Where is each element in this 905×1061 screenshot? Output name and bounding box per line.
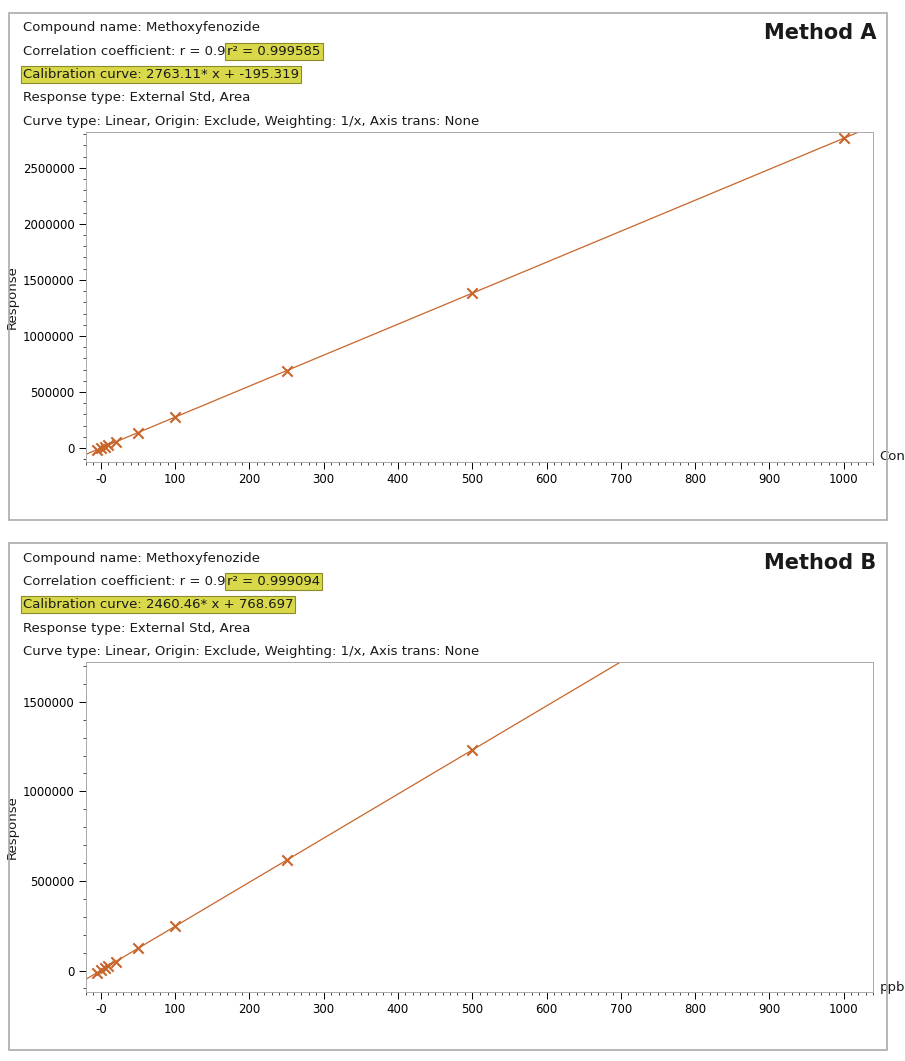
Text: Method A: Method A	[764, 23, 876, 42]
Point	[836, 129, 851, 146]
Point	[90, 964, 104, 981]
Point	[130, 940, 145, 957]
Text: Curve type: Linear, Origin: Exclude, Weighting: 1/x, Axis trans: None: Curve type: Linear, Origin: Exclude, Wei…	[23, 115, 479, 127]
Point	[167, 408, 182, 425]
Point	[98, 438, 112, 455]
Text: Compound name: Methoxyfenozide: Compound name: Methoxyfenozide	[23, 552, 260, 564]
Text: Method B: Method B	[764, 554, 876, 573]
Point	[465, 742, 480, 759]
Point	[167, 918, 182, 935]
Point	[109, 953, 123, 970]
Point	[280, 852, 294, 869]
Point	[130, 424, 145, 441]
Text: ppb: ppb	[880, 980, 905, 993]
Text: Calibration curve: 2763.11* x + -195.319: Calibration curve: 2763.11* x + -195.319	[23, 68, 299, 81]
Y-axis label: Response: Response	[6, 265, 19, 329]
Text: Compound name: Methoxyfenozide: Compound name: Methoxyfenozide	[23, 21, 260, 34]
Text: r² = 0.999094: r² = 0.999094	[227, 575, 320, 588]
Text: Conc: Conc	[880, 450, 905, 463]
Y-axis label: Response: Response	[6, 796, 19, 859]
Text: Correlation coefficient: r = 0.999547,: Correlation coefficient: r = 0.999547,	[23, 575, 276, 588]
Text: Calibration curve: 2460.46* x + 768.697: Calibration curve: 2460.46* x + 768.697	[23, 598, 293, 611]
Point	[93, 962, 108, 979]
Point	[465, 284, 480, 301]
Text: Response type: External Std, Area: Response type: External Std, Area	[23, 91, 250, 104]
Point	[836, 521, 851, 538]
Point	[90, 441, 104, 458]
Text: r² = 0.999585: r² = 0.999585	[227, 45, 320, 57]
Point	[98, 960, 112, 977]
Text: Curve type: Linear, Origin: Exclude, Weighting: 1/x, Axis trans: None: Curve type: Linear, Origin: Exclude, Wei…	[23, 645, 479, 658]
Text: Correlation coefficient: r = 0.999792,: Correlation coefficient: r = 0.999792,	[23, 45, 276, 57]
Point	[101, 957, 116, 974]
Point	[93, 439, 108, 456]
Text: Response type: External Std, Area: Response type: External Std, Area	[23, 622, 250, 634]
Point	[101, 436, 116, 453]
Point	[280, 362, 294, 379]
Point	[109, 434, 123, 451]
